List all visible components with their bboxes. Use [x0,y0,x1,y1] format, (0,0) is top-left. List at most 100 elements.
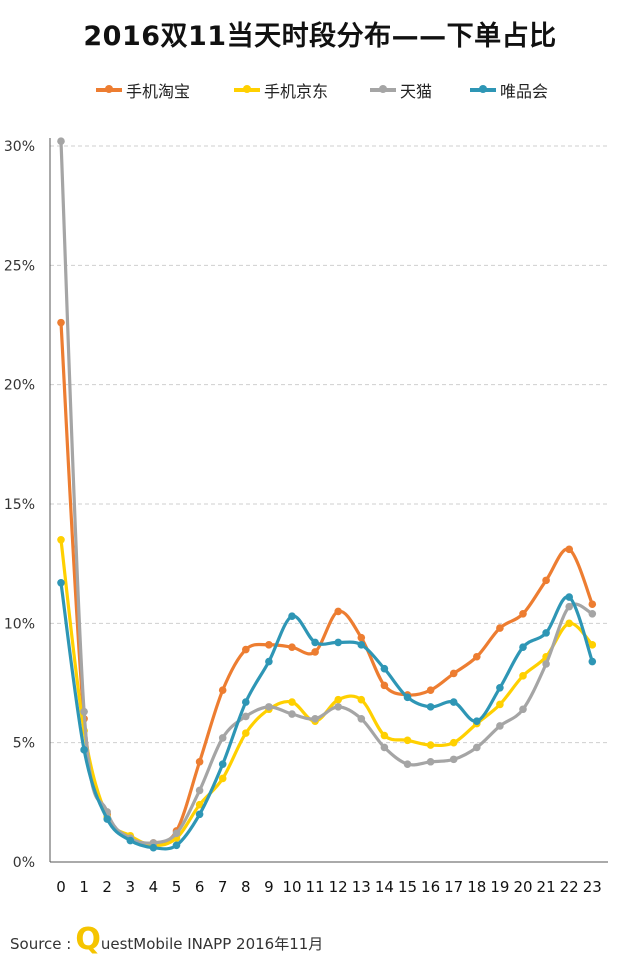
data-point-series-4 [265,657,273,666]
data-point-series-4 [242,698,250,706]
data-point-series-2 [588,641,597,649]
data-point-series-2 [380,731,389,740]
x-tick-label: 2 [102,878,112,896]
data-point-series-1 [426,686,435,694]
data-point-series-4 [357,641,366,649]
legend-label-series-3: 天猫 [400,82,433,101]
data-point-series-4 [57,578,65,587]
x-tick-label: 18 [467,878,486,896]
y-tick-label: 30% [4,139,35,155]
x-tick-label: 15 [398,878,417,896]
x-tick-label: 5 [172,878,182,896]
data-point-series-3 [80,707,88,716]
data-point-series-2 [357,695,366,704]
data-point-series-4 [496,683,504,692]
data-point-series-2 [57,536,65,544]
data-point-series-2 [449,738,458,747]
data-point-series-2 [218,774,227,783]
series-line-3 [59,139,594,845]
data-point-series-1 [288,643,296,651]
y-tick-label: 5% [13,736,35,752]
x-tick-label: 0 [56,878,66,896]
data-point-series-4 [519,643,527,651]
data-point-series-3 [403,760,412,768]
x-tick-label: 9 [264,878,274,896]
y-tick-label: 10% [4,616,35,632]
data-point-series-2 [195,800,204,809]
data-point-series-3 [565,602,573,611]
data-point-series-2 [426,741,435,749]
data-point-series-4 [380,664,389,673]
series-line-2 [59,538,594,847]
series-line-4 [59,581,594,851]
data-point-series-2 [565,619,573,628]
legend-item-series-3: 天猫 [370,78,432,102]
x-tick-label: 12 [329,878,348,896]
data-point-series-4 [403,693,412,702]
data-point-series-4 [588,657,597,666]
data-point-series-1 [380,681,389,690]
data-point-series-1 [334,607,343,616]
data-point-series-3 [334,703,343,711]
data-point-series-3 [588,609,597,618]
data-point-series-4 [218,760,227,768]
x-tick-label: 19 [490,878,509,896]
data-point-series-4 [334,638,343,647]
data-point-series-1 [588,600,597,609]
data-point-series-3 [242,712,250,721]
data-point-series-3 [311,715,319,723]
data-point-series-1 [473,652,481,661]
legend-label-series-4: 唯品会 [500,82,549,101]
y-tick-label: 20% [4,378,35,394]
data-point-series-1 [195,757,204,766]
x-tick-label: 3 [126,878,136,896]
source-label: Source : [10,935,72,953]
data-point-series-4 [426,703,435,711]
data-point-series-4 [80,746,88,754]
x-tick-label: 22 [560,878,579,896]
y-tick-label: 25% [4,258,35,274]
x-tick-label: 1 [79,878,89,896]
data-point-series-1 [357,633,366,642]
data-point-series-3 [542,660,550,668]
legend-label-series-2: 手机京东 [264,82,329,101]
data-point-series-1 [449,669,458,678]
x-tick-label: 11 [306,878,325,896]
data-point-series-3 [496,722,504,730]
data-point-series-4 [172,841,181,850]
data-point-series-3 [195,786,204,795]
data-point-series-4 [103,815,111,823]
data-point-series-4 [288,612,296,620]
data-point-series-1 [311,648,319,656]
data-point-series-2 [519,672,527,680]
data-point-series-3 [473,743,481,752]
data-point-series-3 [519,705,527,714]
source-q-logo: Q [75,922,101,957]
x-tick-label: 21 [537,878,556,896]
x-tick-label: 4 [149,878,159,896]
data-point-series-1 [57,318,65,327]
source-text: uestMobile INAPP 2016年11月 [100,935,324,953]
legend-item-series-4: 唯品会 [470,78,548,102]
x-tick-label: 23 [583,878,602,896]
y-tick-label: 0% [13,855,35,871]
x-tick-label: 10 [282,878,301,896]
source-line: Source : Q uestMobile INAPP 2016年11月 [10,922,324,957]
data-point-series-1 [496,624,504,632]
legend-item-series-1: 手机淘宝 [96,78,190,102]
data-point-series-4 [542,629,550,637]
data-point-series-4 [473,717,481,725]
data-point-series-1 [565,545,573,554]
data-point-series-3 [172,829,181,838]
data-point-series-3 [449,755,458,764]
data-point-series-1 [242,645,250,654]
data-point-series-2 [496,700,504,709]
x-tick-label: 8 [241,878,251,896]
data-point-series-2 [288,698,296,706]
x-tick-label: 16 [421,878,440,896]
x-tick-label: 20 [513,878,532,896]
series-line-1 [59,321,594,845]
data-point-series-2 [403,736,412,745]
